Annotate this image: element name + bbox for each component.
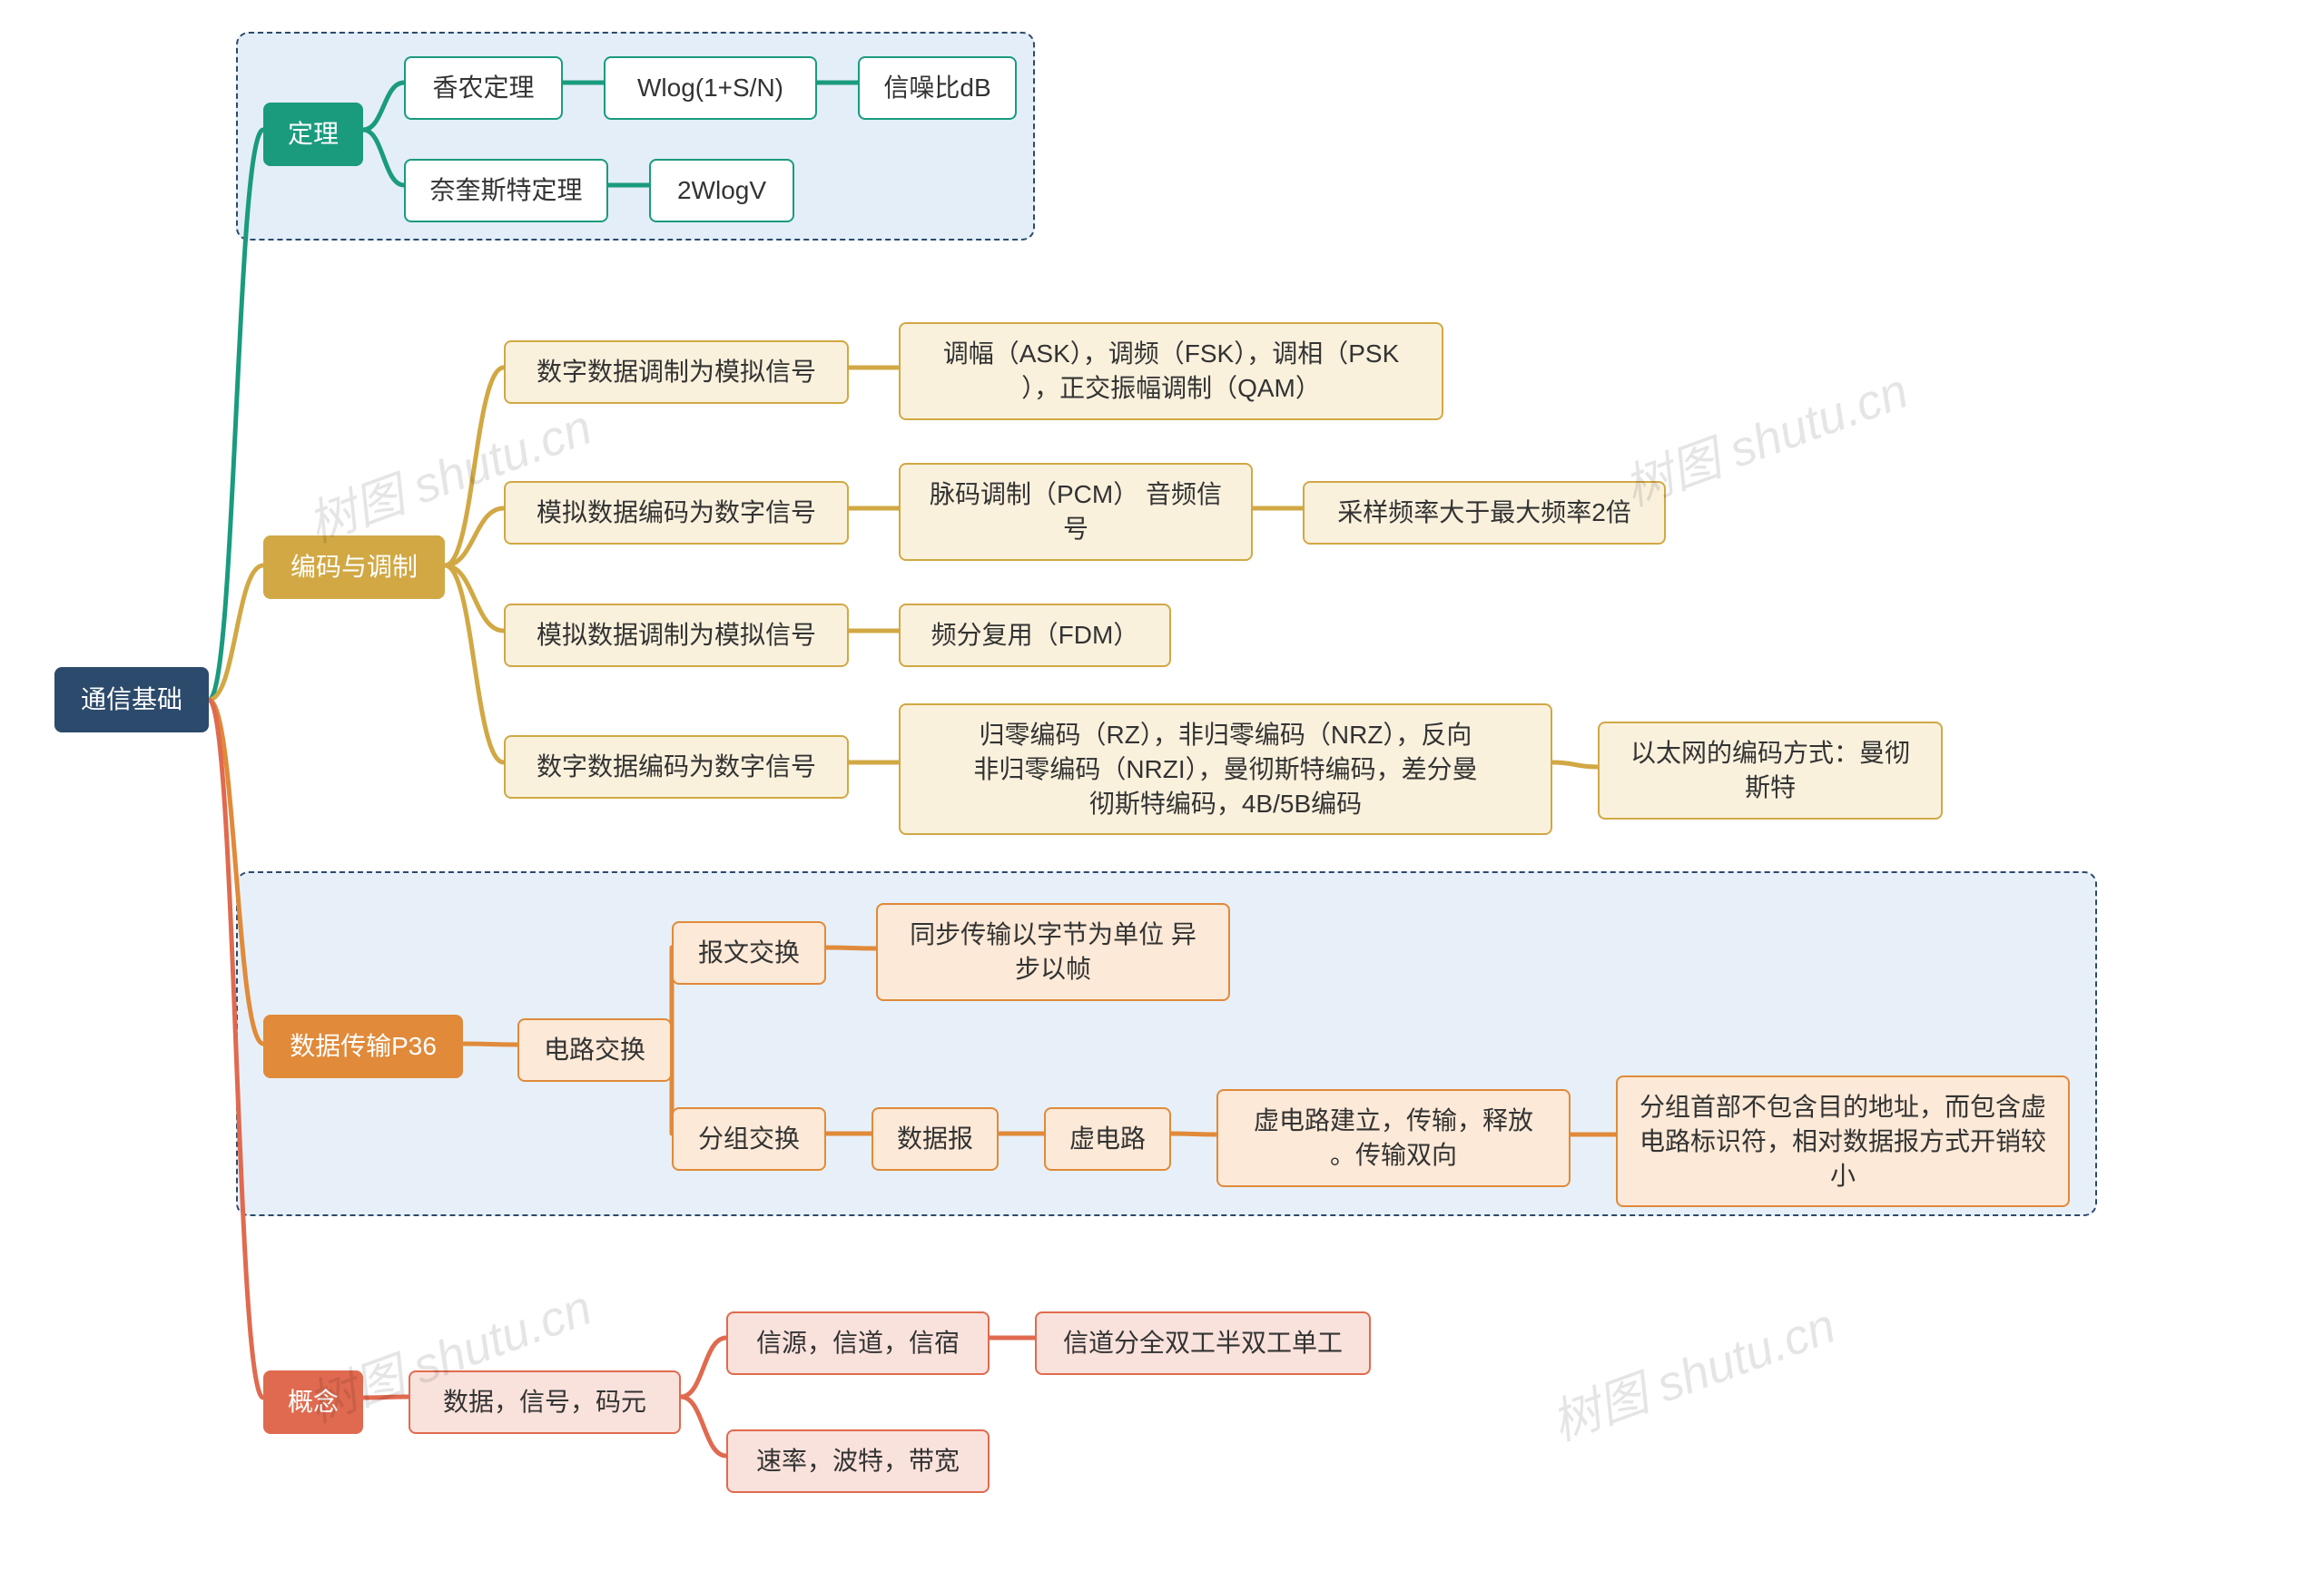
t-dgram-node[interactable]: 数据报: [872, 1107, 999, 1171]
t-vcirc-detail-node[interactable]: 虚电路建立，传输，释放 。传输双向: [1216, 1089, 1571, 1187]
enc-a2d-node[interactable]: 模拟数据编码为数字信号: [504, 481, 849, 545]
shannon-formula-node[interactable]: Wlog(1+S/N): [604, 56, 817, 120]
watermark: 树图 shutu.cn: [1540, 1285, 1843, 1454]
shannon-node[interactable]: 香农定理: [404, 56, 563, 120]
t-vcirc-detail2-node[interactable]: 分组首部不包含目的地址，而包含虚 电路标识符，相对数据报方式开销较 小: [1616, 1075, 2070, 1207]
transport-node[interactable]: 数据传输P36: [263, 1015, 463, 1078]
nyquist-formula-node[interactable]: 2WlogV: [649, 159, 794, 222]
snr-db-node[interactable]: 信噪比dB: [858, 56, 1017, 120]
enc-d2d-ether-node[interactable]: 以太网的编码方式：曼彻 斯特: [1598, 722, 1943, 820]
nyquist-node[interactable]: 奈奎斯特定理: [404, 159, 608, 222]
enc-a2a-node[interactable]: 模拟数据调制为模拟信号: [504, 604, 849, 667]
enc-a2d-sample-node[interactable]: 采样频率大于最大频率2倍: [1303, 481, 1666, 545]
enc-a2d-pcm-node[interactable]: 脉码调制（PCM） 音频信 号: [899, 463, 1253, 561]
t-vcirc-node[interactable]: 虚电路: [1044, 1107, 1171, 1171]
enc-d2a-detail-node[interactable]: 调幅（ASK），调频（FSK），调相（PSK ），正交振幅调制（QAM）: [899, 322, 1443, 420]
t-packet-node[interactable]: 分组交换: [672, 1107, 826, 1171]
c-channel-detail-node[interactable]: 信道分全双工半双工单工: [1035, 1311, 1371, 1375]
encoding-node[interactable]: 编码与调制: [263, 535, 445, 599]
c-rate-node[interactable]: 速率，波特，带宽: [726, 1429, 990, 1493]
theorem-node[interactable]: 定理: [263, 103, 363, 166]
enc-d2a-node[interactable]: 数字数据调制为模拟信号: [504, 340, 849, 404]
t-circuit-node[interactable]: 电路交换: [517, 1018, 672, 1082]
mindmap-canvas: 通信基础 定理 香农定理 Wlog(1+S/N) 信噪比dB 奈奎斯特定理 2W…: [0, 0, 2324, 1591]
c-channel-node[interactable]: 信源，信道，信宿: [726, 1311, 990, 1375]
root-node[interactable]: 通信基础: [54, 667, 209, 732]
t-msg-detail-node[interactable]: 同步传输以字节为单位 异 步以帧: [876, 903, 1230, 1001]
t-msg-node[interactable]: 报文交换: [672, 921, 826, 985]
enc-a2a-fdm-node[interactable]: 频分复用（FDM）: [899, 604, 1171, 667]
concept-node[interactable]: 概念: [263, 1370, 363, 1434]
enc-d2d-node[interactable]: 数字数据编码为数字信号: [504, 735, 849, 799]
c-data-node[interactable]: 数据，信号，码元: [409, 1370, 681, 1434]
enc-d2d-detail-node[interactable]: 归零编码（RZ），非归零编码（NRZ），反向 非归零编码（NRZI），曼彻斯特编…: [899, 703, 1552, 835]
